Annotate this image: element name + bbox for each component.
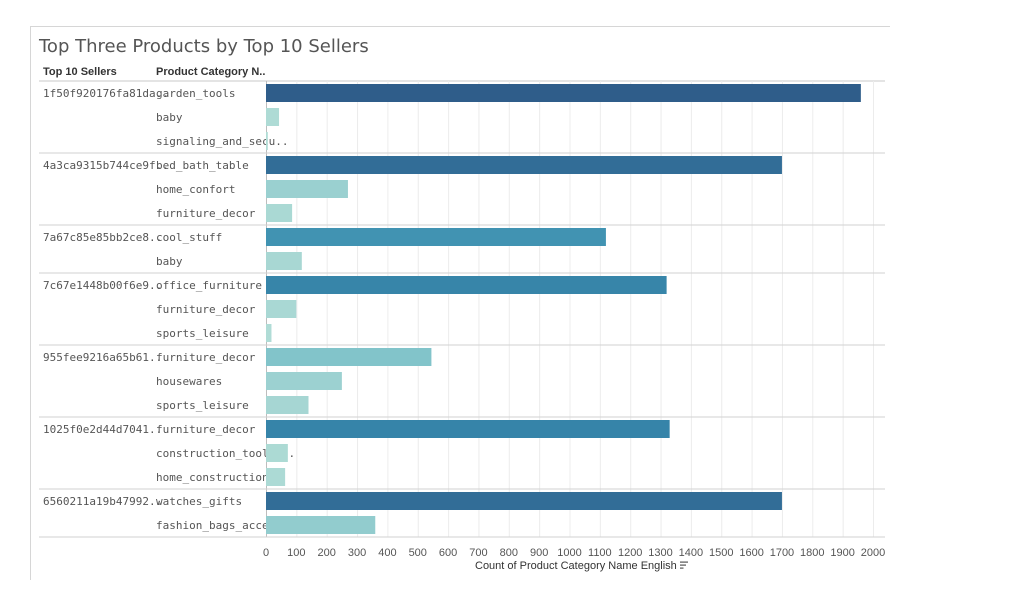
x-tick-label: 2000 (861, 547, 885, 559)
bar (266, 444, 288, 462)
category-label: signaling_and_secu.. (156, 135, 288, 148)
chart-title: Top Three Products by Top 10 Sellers (39, 36, 369, 57)
bar (266, 228, 606, 246)
x-tick-label: 1400 (679, 547, 703, 559)
category-label: furniture_decor (156, 303, 256, 316)
category-label: furniture_decor (156, 351, 256, 364)
bar (266, 492, 782, 510)
x-tick-label: 1300 (648, 547, 672, 559)
x-tick-label: 100 (287, 547, 305, 559)
seller-label: 7a67c85e85bb2ce8.. (43, 231, 162, 244)
category-label: furniture_decor (156, 207, 256, 220)
x-tick-label: 0 (263, 547, 269, 559)
category-label: office_furniture (156, 279, 262, 292)
x-tick-label: 1900 (830, 547, 854, 559)
seller-label: 7c67e1448b00f6e9.. (43, 279, 162, 292)
sort-descending-icon[interactable] (680, 561, 689, 570)
seller-label: 6560211a19b47992.. (43, 495, 162, 508)
category-label: sports_leisure (156, 399, 249, 412)
x-tick-label: 700 (469, 547, 487, 559)
x-tick-label: 1600 (739, 547, 763, 559)
category-label: sports_leisure (156, 327, 249, 340)
x-tick-label: 500 (409, 547, 427, 559)
bar (266, 420, 670, 438)
dashboard-frame-left (30, 26, 31, 580)
category-label: baby (156, 111, 183, 124)
x-tick-label: 800 (500, 547, 518, 559)
category-label: watches_gifts (156, 495, 242, 508)
bar (266, 300, 297, 318)
category-label: construction_tools_.. (156, 447, 295, 460)
category-label: home_confort (156, 183, 235, 196)
bar (266, 132, 268, 150)
category-label: cool_stuff (156, 231, 222, 244)
x-tick-label: 1200 (618, 547, 642, 559)
category-label: home_construction (156, 471, 269, 484)
bar (266, 276, 667, 294)
category-label: fashion_bags_acces.. (156, 519, 288, 532)
bar (266, 372, 342, 390)
x-tick-label: 1100 (588, 547, 612, 559)
category-label: furniture_decor (156, 423, 256, 436)
seller-label: 1025f0e2d44d7041.. (43, 423, 162, 436)
x-tick-label: 300 (348, 547, 366, 559)
bar (266, 468, 286, 486)
x-tick-label: 200 (318, 547, 336, 559)
bar (266, 516, 376, 534)
category-label: housewares (156, 375, 222, 388)
column-header-category[interactable]: Product Category N.. (156, 66, 266, 78)
x-tick-label: 1700 (770, 547, 794, 559)
x-tick-label: 1500 (709, 547, 733, 559)
dashboard-frame-top (30, 26, 890, 27)
bar (266, 204, 293, 222)
bar (266, 156, 782, 174)
bar (266, 180, 348, 198)
x-tick-label: 600 (439, 547, 457, 559)
x-tick-label: 1000 (557, 547, 581, 559)
seller-label: 4a3ca9315b744ce9f.. (43, 159, 169, 172)
bar (266, 252, 302, 270)
bar (266, 324, 272, 342)
category-label: garden_tools (156, 87, 235, 100)
bar (266, 108, 280, 126)
seller-label: 1f50f920176fa81da.. (43, 87, 169, 100)
x-tick-label: 1800 (800, 547, 824, 559)
bar (266, 84, 861, 102)
x-axis-title[interactable]: Count of Product Category Name English (475, 560, 677, 572)
x-tick-label: 400 (378, 547, 396, 559)
bar (266, 396, 309, 414)
category-label: bed_bath_table (156, 159, 249, 172)
seller-label: 955fee9216a65b61.. (43, 351, 162, 364)
x-tick-label: 900 (530, 547, 548, 559)
bar (266, 348, 432, 366)
column-header-sellers[interactable]: Top 10 Sellers (43, 66, 117, 78)
category-label: baby (156, 255, 183, 268)
